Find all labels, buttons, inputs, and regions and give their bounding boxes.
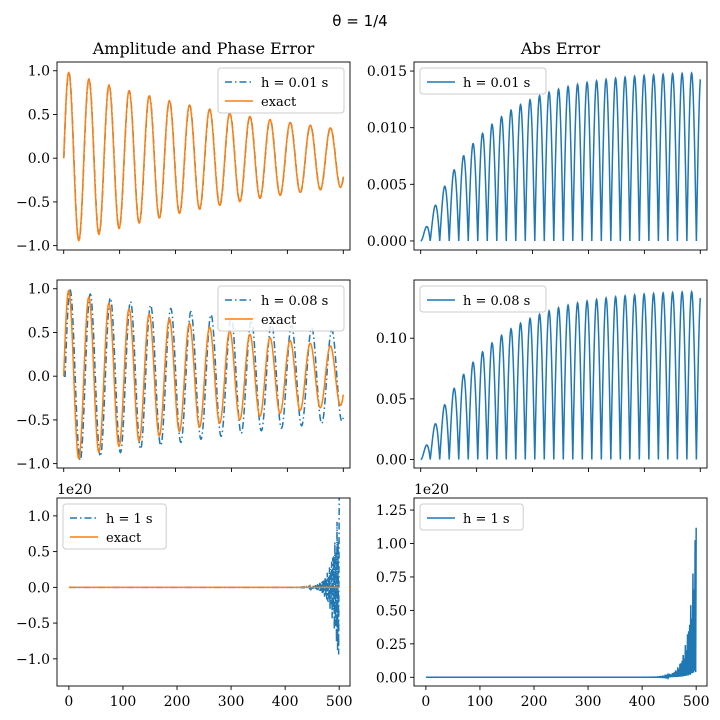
y-tick-label: −0.5 xyxy=(16,616,50,632)
plot-area xyxy=(420,289,702,461)
legend: h = 0.01 s xyxy=(419,67,547,95)
series-line-1 xyxy=(62,71,345,242)
legend-label: h = 0.01 s xyxy=(261,76,328,91)
x-tick-label: 200 xyxy=(521,694,548,710)
y-tick-label: 0.25 xyxy=(376,637,407,653)
panel-title: Amplitude and Phase Error xyxy=(92,39,315,58)
legend: h = 1 s xyxy=(419,503,524,531)
legend: h = 0.08 s exact xyxy=(217,285,345,332)
x-tick-label: 300 xyxy=(575,694,602,710)
y-offset-label: 1e20 xyxy=(414,482,449,498)
panel-amplitude-h001: −1.0 −0.5 0.0 0.5 1.0 Amplitude and Phase Err… xyxy=(16,39,351,255)
legend-frame xyxy=(419,67,547,95)
legend-label: exact xyxy=(261,95,297,110)
y-tick-label: 0.00 xyxy=(376,453,407,469)
x-tick-label: 400 xyxy=(629,694,656,710)
y-tick-label: 0.010 xyxy=(367,121,407,137)
panel-amplitude-h1: −1.0 −0.5 0.0 0.5 1.0 0 100 200 300 400 500 1e20 h =… xyxy=(16,482,353,710)
series-line-0 xyxy=(420,71,702,242)
y-tick-label: 0.0 xyxy=(28,151,50,167)
plot-area xyxy=(420,71,702,242)
x-tick-label: 100 xyxy=(467,694,494,710)
plot-area xyxy=(425,527,697,680)
y-tick-label: 1.0 xyxy=(28,64,50,80)
y-tick-label: −0.5 xyxy=(16,413,50,429)
panel-title: Abs Error xyxy=(520,39,601,58)
y-tick-label: −1.0 xyxy=(16,457,50,473)
panel-abs-error-h001: 0.000 0.005 0.010 0.015 Abs Error h = 0.01 s xyxy=(367,39,708,254)
figure-suptitle: θ = 1/4 xyxy=(332,12,387,30)
y-tick-label: 0.5 xyxy=(28,545,50,561)
x-tick-label: 400 xyxy=(272,694,299,710)
y-tick-label: 0.0 xyxy=(28,580,50,596)
series-line-0 xyxy=(425,527,697,680)
legend-frame xyxy=(419,503,524,531)
panel-amplitude-h008: −1.0 −0.5 0.0 0.5 1.0 h = 0.08 s exact xyxy=(16,279,351,473)
y-tick-label: 1.0 xyxy=(28,509,50,525)
y-tick-label: 0.015 xyxy=(367,64,407,80)
y-tick-label: 0.10 xyxy=(376,331,407,347)
series-line-0 xyxy=(420,289,702,461)
y-offset-label: 1e20 xyxy=(57,482,92,498)
x-tick-label: 500 xyxy=(683,694,710,710)
plot-area xyxy=(62,71,345,242)
panel-abs-error-h008: 0.00 0.05 0.10 h = 0.08 s xyxy=(376,279,708,472)
y-tick-label: 1.00 xyxy=(376,536,407,552)
y-tick-label: −1.0 xyxy=(16,652,50,668)
legend-label: exact xyxy=(261,313,297,328)
y-tick-label: 1.0 xyxy=(28,282,50,298)
y-tick-label: −1.0 xyxy=(16,239,50,255)
axes-frame xyxy=(413,61,708,251)
y-tick-label: 0.5 xyxy=(28,107,50,123)
series-line-1 xyxy=(62,289,345,460)
legend-label: h = 0.01 s xyxy=(463,76,530,91)
x-tick-label: 300 xyxy=(218,694,245,710)
y-tick-label: 0.000 xyxy=(367,234,407,250)
y-tick-label: −0.5 xyxy=(16,195,50,211)
axes-frame xyxy=(413,497,708,687)
y-tick-label: 0.5 xyxy=(28,325,50,341)
axes-frame xyxy=(56,61,351,251)
legend-label: exact xyxy=(106,531,142,546)
plot-area xyxy=(62,288,345,462)
y-tick-label: 1.25 xyxy=(376,503,407,519)
y-tick-label: 0.005 xyxy=(367,177,407,193)
legend-label: h = 1 s xyxy=(463,512,510,527)
legend-label: h = 0.08 s xyxy=(261,294,328,309)
x-tick-label: 100 xyxy=(110,694,137,710)
legend-frame xyxy=(419,285,547,313)
y-tick-label: 0.0 xyxy=(28,369,50,385)
panel-abs-error-h1: 0.00 0.25 0.50 0.75 1.00 1.25 0 100 200 300 400 500… xyxy=(376,482,710,710)
x-tick-label: 500 xyxy=(326,694,353,710)
axes-frame xyxy=(56,497,351,687)
y-tick-label: 0.75 xyxy=(376,570,407,586)
x-tick-label: 0 xyxy=(421,694,430,710)
legend-label: h = 0.08 s xyxy=(463,294,530,309)
axes-frame xyxy=(413,279,708,469)
plot-area xyxy=(68,498,340,655)
x-tick-label: 200 xyxy=(164,694,191,710)
legend: h = 0.01 s exact xyxy=(217,67,345,114)
axes-frame xyxy=(56,279,351,469)
y-tick-label: 0.00 xyxy=(376,670,407,686)
legend-label: h = 1 s xyxy=(106,512,153,527)
legend: h = 0.08 s xyxy=(419,285,547,313)
legend: h = 1 s exact xyxy=(62,503,167,550)
x-tick-label: 0 xyxy=(64,694,73,710)
y-tick-label: 0.05 xyxy=(376,392,407,408)
y-tick-label: 0.50 xyxy=(376,603,407,619)
